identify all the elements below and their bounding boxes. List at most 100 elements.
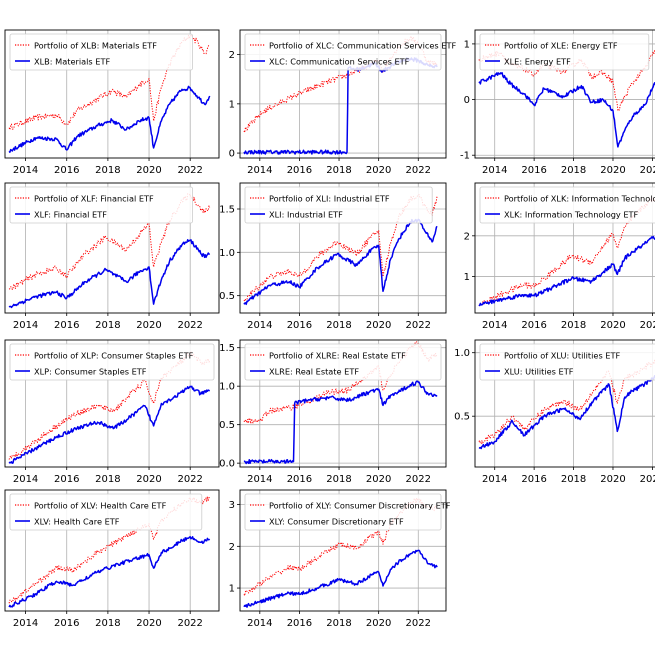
portfolio-series-line [243, 341, 438, 425]
x-tick-label: 2014 [247, 320, 272, 331]
etf-series-line [243, 549, 438, 608]
x-tick-label: 2016 [54, 618, 79, 629]
legend-box [244, 186, 433, 224]
legend-label: XLRE: Real Estate ETF [269, 366, 359, 376]
panel-5: 2014 2016 2018 2020 2022 0.5 1.0 1.5 Portfolio o… [219, 182, 447, 331]
y-tick-label: 1.0 [454, 348, 470, 359]
portfolio-series-line [243, 194, 438, 302]
y-tick-label: 1.5 [219, 205, 235, 216]
y-tick-label: 1 [464, 39, 470, 50]
y-tick-label: 0 [464, 95, 470, 106]
y-tick-label: 1 [229, 584, 235, 595]
panel-4: 2014 2016 2018 2020 2022 Portfolio of XLF: Fi… [4, 182, 220, 331]
x-tick-label: 2016 [287, 474, 312, 485]
plot-frame [4, 489, 220, 612]
etf-series-line [8, 239, 211, 309]
x-tick-label: 2020 [600, 165, 625, 176]
panel-6: 2014 2016 2018 2020 2022 1 2 Portfolio of XLK: … [464, 182, 655, 331]
x-tick-label: 2022 [640, 165, 655, 176]
y-tick-label: 1.5 [219, 343, 235, 354]
legend-box [9, 493, 203, 531]
panel-2: 2014 2016 2018 2020 2022 0 1 2 Portfolio of XLC:… [229, 29, 456, 176]
panel-7: 2014 2016 2018 2020 2022 Portfolio of XLP: Co… [4, 339, 220, 485]
x-tick-label: 2018 [95, 320, 120, 331]
x-tick-label: 2020 [366, 320, 391, 331]
x-tick-label: 2020 [600, 474, 625, 485]
plot-frame [4, 29, 220, 159]
y-tick-label: 1.0 [219, 382, 235, 393]
x-tick-label: 2018 [561, 320, 586, 331]
x-tick-label: 2020 [136, 474, 161, 485]
x-tick-label: 2022 [640, 320, 655, 331]
legend-box [244, 493, 442, 531]
legend-label: Portfolio of XLV: Health Care ETF [34, 500, 167, 510]
legend-box [244, 343, 442, 381]
legend-label: XLY: Consumer Discretionary ETF [269, 516, 404, 526]
portfolio-series-line [8, 351, 211, 460]
x-tick-label: 2022 [177, 165, 202, 176]
x-tick-label: 2016 [287, 165, 312, 176]
portfolio-series-line [243, 35, 438, 133]
x-tick-label: 2022 [177, 618, 202, 629]
legend-label: Portfolio of XLB: Materials ETF [34, 40, 157, 50]
x-tick-label: 2014 [13, 165, 38, 176]
etf-series-line [243, 218, 438, 306]
etf-series-line [478, 72, 655, 148]
y-tick-label: 0.0 [219, 459, 235, 470]
portfolio-series-line [243, 497, 438, 597]
plot-frame [474, 29, 655, 159]
x-tick-label: 2018 [326, 320, 351, 331]
x-tick-label: 2018 [561, 165, 586, 176]
panel-10: 2014 2016 2018 2020 2022 Portfolio of XLV: He… [4, 489, 220, 629]
panel-11: 2014 2016 2018 2020 2022 1 2 3 Portfolio of XLY:… [229, 489, 451, 629]
plot-frame [239, 489, 447, 612]
legend-label: Portfolio of XLC: Communication Services… [269, 40, 456, 50]
panel-3: 2014 2016 2018 2020 2022 -1 0 1 Portfolio of XLE… [460, 29, 655, 176]
x-tick-label: 2022 [177, 474, 202, 485]
figure-body: 2014 2016 2018 2020 2022 Portfolio of XLB: Ma… [4, 29, 655, 629]
legend-label: XLF: Financial ETF [34, 209, 107, 219]
x-tick-label: 2016 [521, 474, 546, 485]
x-tick-label: 2022 [406, 618, 431, 629]
plot-frame [4, 182, 220, 314]
legend-box [479, 186, 655, 224]
y-tick-label: 0.5 [219, 420, 235, 431]
legend-label: Portfolio of XLI: Industrial ETF [269, 193, 390, 203]
etf-series-line [478, 375, 655, 450]
x-tick-label: 2022 [406, 165, 431, 176]
panel-9: 2014 2016 2018 2020 2022 0.5 1.0 Portfolio of X… [454, 339, 655, 485]
x-tick-label: 2018 [95, 618, 120, 629]
y-tick-label: 1 [229, 99, 235, 110]
x-tick-label: 2018 [95, 474, 120, 485]
x-tick-label: 2018 [95, 165, 120, 176]
x-tick-label: 2022 [406, 320, 431, 331]
legend-label: XLB: Materials ETF [34, 56, 110, 66]
etf-series-line [8, 536, 211, 608]
plot-frame [4, 339, 220, 468]
etf-series-line [478, 235, 655, 307]
x-tick-label: 2014 [482, 474, 507, 485]
legend-label: XLE: Energy ETF [504, 56, 571, 66]
etf-series-line [8, 385, 210, 464]
x-tick-label: 2020 [366, 474, 391, 485]
plot-frame [474, 182, 655, 314]
legend-label: Portfolio of XLE: Energy ETF [504, 40, 618, 50]
legend-box [9, 33, 194, 71]
x-tick-label: 2014 [247, 474, 272, 485]
x-tick-label: 2016 [287, 320, 312, 331]
x-tick-label: 2014 [13, 618, 38, 629]
y-tick-label: 2 [464, 231, 470, 242]
legend-label: XLU: Utilities ETF [504, 366, 574, 376]
x-tick-label: 2016 [521, 320, 546, 331]
y-tick-label: 0.5 [454, 412, 470, 423]
x-tick-label: 2014 [13, 474, 38, 485]
y-tick-label: 2 [229, 50, 235, 61]
x-tick-label: 2022 [177, 320, 202, 331]
legend-label: Portfolio of XLF: Financial ETF [34, 193, 154, 203]
x-tick-label: 2014 [13, 320, 38, 331]
legend-box [9, 186, 194, 224]
etf-series-line [243, 57, 438, 155]
legend-label: Portfolio of XLY: Consumer Discretionary… [269, 500, 451, 510]
etf-series-line [243, 380, 438, 465]
